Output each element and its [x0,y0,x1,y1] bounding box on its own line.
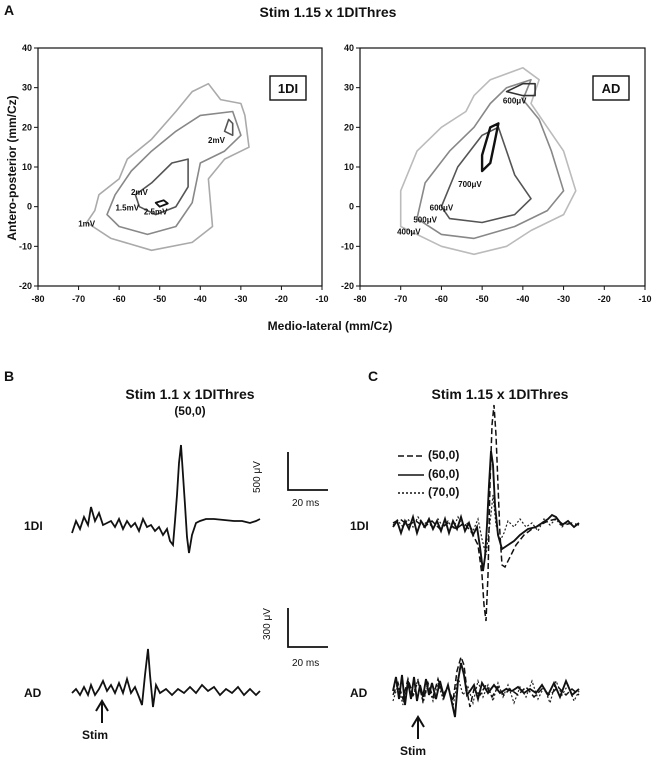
map-ad-label-box [592,75,630,101]
map-ad-y-tick-label: 0 [349,202,354,212]
panel-b-row-label-1di: 1DI [24,519,43,533]
panel-c-stim-label: Stim [400,744,427,758]
panel-b-row-label-ad: AD [24,686,42,700]
map-ad-y-tick-label: 40 [344,43,354,53]
map-ad-label: AD [602,81,621,96]
scale-bar-1 [287,452,328,491]
map-1di-contour-label: 2mV [131,188,149,197]
trace-c-1di-50-0 [392,404,580,622]
map-1di-contour-label: 1mV [78,220,96,229]
map-1di-label-box [269,75,307,101]
map-1di-contour [154,199,169,208]
map-ad-x-tick-label: -30 [557,294,570,304]
trace-b-ad [71,648,261,708]
map-ad-contour-label: 700μV [458,180,482,189]
panel-c-row-label-1di: 1DI [350,519,369,533]
panel-b-letter: B [4,368,15,384]
panel-b-subtitle: (50,0) [174,404,206,418]
map-1di-x-tick-label: -80 [31,294,44,304]
map-ad-x-tick-label: -20 [598,294,611,304]
panel-c-row-label-ad: AD [350,686,368,700]
map-ad-contour [480,122,500,173]
panel-c-letter: C [368,368,379,384]
map-1di-y-tick-label: 0 [27,202,32,212]
map-ad-x-tick-label: -60 [435,294,448,304]
legend-label-70-0: (70,0) [428,485,460,499]
map-ad-y-tick-label: -20 [341,281,354,291]
map-ad-contour [440,126,532,224]
trace-c-1di-60-0 [392,450,580,572]
map-1di-x-tick-label: -50 [153,294,166,304]
panel-a-title: Stim 1.15 x 1DIThres [259,4,397,20]
map-ad-x-tick-label: -50 [476,294,489,304]
map-ad-contour [416,78,565,240]
map-1di-y-tick-label: 20 [22,122,32,132]
map-ad-x-tick-label: -10 [638,294,651,304]
panel-c-stim-arrow [411,715,425,739]
x-axis-label: Medio-lateral (mm/Cz) [268,319,393,333]
map-1di-y-tick-label: 30 [22,83,32,93]
panel-a-letter: A [4,2,15,18]
map-1di-x-tick-label: -20 [275,294,288,304]
map-1di-contour [106,110,242,236]
emg-traces [71,404,580,739]
trace-b-1di [71,444,261,554]
map-ad-contour-label: 400μV [397,227,421,236]
map-1di-x-tick-label: -30 [234,294,247,304]
scale-bar-2-time: 20 ms [292,658,320,669]
map-ad-contour-label: 500μV [413,216,437,225]
map-ad-y-tick-label: 30 [344,83,354,93]
map-ad-y-tick-label: 10 [344,162,354,172]
map-ad-contour-label: 600μV [430,204,454,213]
map-1di-contour-label: 1.5mV [115,204,139,213]
map-1di-contour [223,118,234,137]
y-axis-label: Antero-posterior (mm/Cz) [5,95,19,240]
trace-c-1di-70-0 [392,494,580,556]
legend-label-60-0: (60,0) [428,467,460,481]
map-ad-x-tick-label: -40 [516,294,529,304]
map-ad-contour [505,82,536,97]
map-1di-x-tick-label: -10 [315,294,328,304]
map-1di-y-tick-label: -10 [19,241,32,251]
map-ad-x-tick-label: -80 [353,294,366,304]
trace-c-ad-60-0 [392,662,580,718]
scale-bar-1-time: 20 ms [292,498,320,509]
contour-maps: -80 -70 -60 -50 -40 -30 -20 -10 40 30 20 10 0 -10 -20 2… [5,43,652,333]
map-ad-y-tick-label: -10 [341,241,354,251]
map-1di-y-tick-label: -20 [19,281,32,291]
map-1di-x-tick-label: -40 [194,294,207,304]
map-1di-contour [134,158,189,216]
map-1di-x-tick-label: -60 [113,294,126,304]
map-ad-contour [399,67,577,256]
map-ad-contour-label: 600μV [503,97,527,106]
panel-c-title: Stim 1.15 x 1DIThres [431,386,569,402]
trace-c-ad-50-0 [392,654,580,708]
map-ad-y-tick-label: 20 [344,122,354,132]
legend-label-50-0: (50,0) [428,448,460,462]
map-1di-contour-label: 2mV [208,136,226,145]
panel-b-stim-arrow [95,699,109,723]
map-1di-y-tick-label: 40 [22,43,32,53]
scale-bar-2 [287,608,328,648]
map-1di-label: 1DI [278,81,298,96]
map-1di-x-tick-label: -70 [72,294,85,304]
map-1di-y-tick-label: 10 [22,162,32,172]
panel-b-stim-label: Stim [82,728,109,742]
map-1di-contour-label: 2.5mV [144,208,168,217]
panel-b-title: Stim 1.1 x 1DIThres [125,386,255,402]
map-1di-contour [85,82,250,252]
map-ad-x-tick-label: -70 [394,294,407,304]
